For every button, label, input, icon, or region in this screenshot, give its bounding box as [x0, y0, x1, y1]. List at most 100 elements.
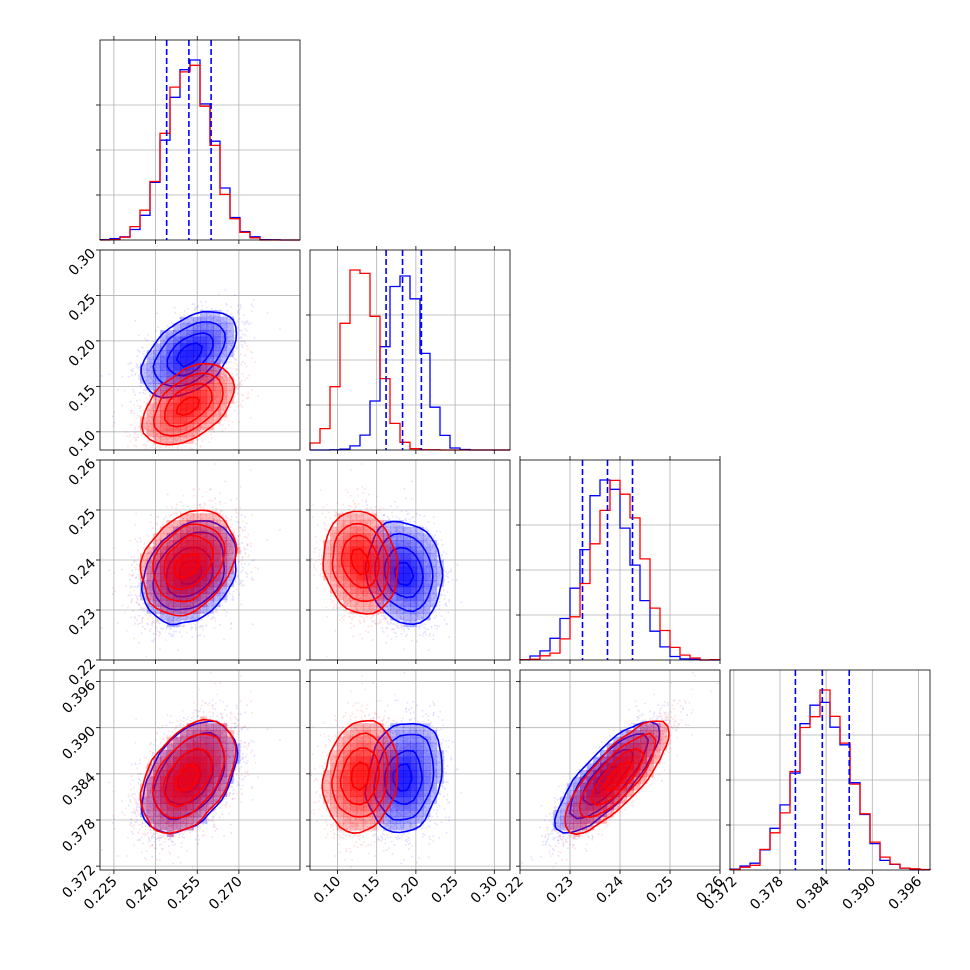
- density-cell-series-1: [180, 756, 188, 764]
- density-cell-series-0: [153, 566, 161, 574]
- density-cell-series-1: [200, 763, 208, 771]
- density-cell-series-0: [383, 803, 391, 811]
- density-cell-series-0: [200, 343, 208, 351]
- density-cell-series-1: [200, 566, 208, 574]
- density-cell-series-0: [173, 816, 181, 824]
- contour-series-0-level-0: [554, 720, 661, 834]
- density-cell-series-1: [173, 790, 181, 798]
- density-cell-series-0: [173, 750, 181, 758]
- density-cell-series-1: [193, 390, 201, 398]
- density-cell-series-0: [186, 613, 194, 621]
- density-cell-series-1: [323, 796, 331, 804]
- density-cell-series-0: [220, 736, 228, 744]
- density-cell-series-1: [370, 776, 378, 784]
- density-cell-series-1: [606, 803, 614, 811]
- density-cell-series-1: [186, 566, 194, 574]
- density-cell-series-1: [213, 390, 221, 398]
- density-cell-series-0: [173, 376, 181, 384]
- density-cell-series-0: [180, 823, 188, 831]
- density-cell-series-1: [323, 560, 331, 568]
- density-cell-series-0: [423, 756, 431, 764]
- density-cell-series-0: [376, 736, 384, 744]
- density-cell-series-0: [423, 586, 431, 594]
- density-cell-series-1: [620, 790, 628, 798]
- density-cell-series-0: [580, 803, 588, 811]
- density-cell-series-1: [350, 803, 358, 811]
- tick-label-x: 0.10: [311, 874, 344, 907]
- density-cell-series-1: [593, 776, 601, 784]
- density-cell-series-1: [220, 756, 228, 764]
- density-cell-series-1: [646, 750, 654, 758]
- density-cell-series-1: [343, 770, 351, 778]
- density-cell-series-0: [573, 796, 581, 804]
- density-cell-series-1: [573, 816, 581, 824]
- density-cell-series-0: [173, 370, 181, 378]
- density-cell-series-1: [383, 553, 391, 561]
- density-cell-series-1: [613, 770, 621, 778]
- density-cell-series-0: [213, 723, 221, 731]
- density-cell-series-1: [193, 540, 201, 548]
- density-cell-series-0: [580, 810, 588, 818]
- density-cell-series-1: [206, 803, 214, 811]
- density-cell-series-1: [370, 533, 378, 541]
- density-cell-series-0: [606, 803, 614, 811]
- density-cell-series-1: [206, 750, 214, 758]
- density-cell-series-1: [646, 763, 654, 771]
- tick-label-y: 0.24: [66, 556, 99, 589]
- density-cell-series-1: [200, 810, 208, 818]
- density-cell-series-1: [620, 743, 628, 751]
- density-cell-series-1: [146, 803, 154, 811]
- density-cell-series-0: [396, 723, 404, 731]
- density-cell-series-1: [200, 743, 208, 751]
- density-cell-series-1: [213, 776, 221, 784]
- density-cell-series-1: [356, 756, 364, 764]
- density-cell-series-1: [600, 756, 608, 764]
- tick-label-y: 0.30: [66, 246, 99, 279]
- density-cell-series-1: [376, 526, 384, 534]
- density-cell-series-1: [330, 756, 338, 764]
- density-cell-series-0: [200, 803, 208, 811]
- density-cell-series-0: [416, 810, 424, 818]
- density-cell-series-0: [206, 520, 214, 528]
- density-cell-series-1: [193, 743, 201, 751]
- density-cell-series-1: [153, 553, 161, 561]
- density-cell-series-1: [213, 573, 221, 581]
- density-cell-series-1: [180, 580, 188, 588]
- density-cell-series-1: [370, 810, 378, 818]
- density-cell-series-1: [376, 546, 384, 554]
- tick-label-x: 0.22: [493, 874, 526, 907]
- density-cell-series-1: [140, 566, 148, 574]
- contour-series-1-level-1: [331, 522, 390, 603]
- density-cell-series-1: [180, 816, 188, 824]
- density-cell-series-0: [180, 606, 188, 614]
- density-cell-series-0: [186, 816, 194, 824]
- density-cell-series-0: [410, 823, 418, 831]
- density-cell-series-1: [336, 526, 344, 534]
- density-cell-series-0: [403, 586, 411, 594]
- density-cell-series-1: [356, 743, 364, 751]
- density-cell-series-1: [213, 796, 221, 804]
- density-cell-series-1: [173, 546, 181, 554]
- density-cell-series-1: [383, 790, 391, 798]
- density-cell-series-1: [593, 796, 601, 804]
- density-cell-series-0: [410, 560, 418, 568]
- density-cell-series-1: [633, 770, 641, 778]
- density-cell-series-1: [350, 790, 358, 798]
- density-cell-series-0: [140, 810, 148, 818]
- density-cell-series-1: [336, 803, 344, 811]
- density-cell-series-1: [193, 783, 201, 791]
- density-cell-series-1: [363, 586, 371, 594]
- density-cell-series-1: [336, 553, 344, 561]
- density-cell-series-0: [396, 736, 404, 744]
- density-cell-series-0: [423, 546, 431, 554]
- density-cell-series-1: [330, 803, 338, 811]
- density-cell-series-1: [343, 540, 351, 548]
- density-cell-series-0: [200, 356, 208, 364]
- density-cell-series-0: [646, 750, 654, 758]
- density-cell-series-1: [153, 566, 161, 574]
- density-cell-series-1: [376, 796, 384, 804]
- density-cell-series-1: [180, 410, 188, 418]
- density-cell-series-1: [153, 436, 161, 444]
- density-cell-series-0: [396, 756, 404, 764]
- density-cell-series-0: [403, 803, 411, 811]
